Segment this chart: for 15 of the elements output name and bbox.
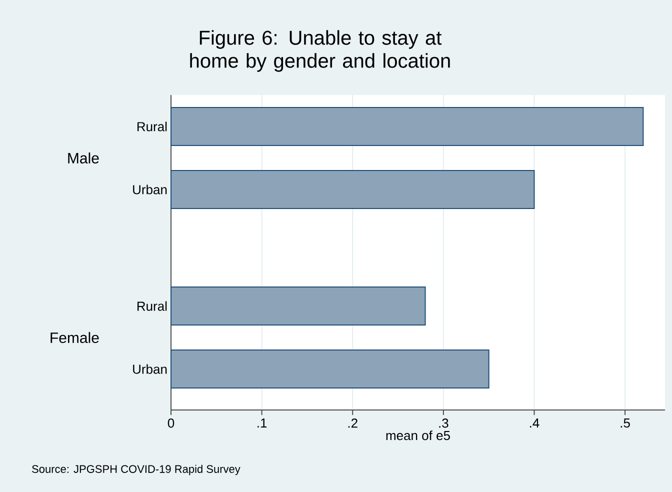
x-tick-label: .2 <box>348 418 358 428</box>
x-tick-label: .1 <box>258 418 267 428</box>
x-tick-label: 0 <box>168 418 174 428</box>
source-note: Source: JPGSPH COVID-19 Rapid Survey <box>32 464 240 476</box>
y-tick-label: Urban <box>133 364 167 374</box>
x-tick-label: .5 <box>620 418 630 428</box>
y-tick-label: Rural <box>137 301 167 311</box>
x-axis-title: mean of e5 <box>386 430 450 440</box>
y-tick-label: Urban <box>133 184 167 194</box>
y-tick-label: Rural <box>137 122 167 132</box>
text: Male <box>68 152 99 164</box>
chart-title: Figure 6: Unable to stay at home by gender and location <box>190 30 450 72</box>
x-tick-label: .4 <box>530 418 540 428</box>
x-tick-label: .3 <box>439 418 448 428</box>
text: Female <box>50 332 99 344</box>
